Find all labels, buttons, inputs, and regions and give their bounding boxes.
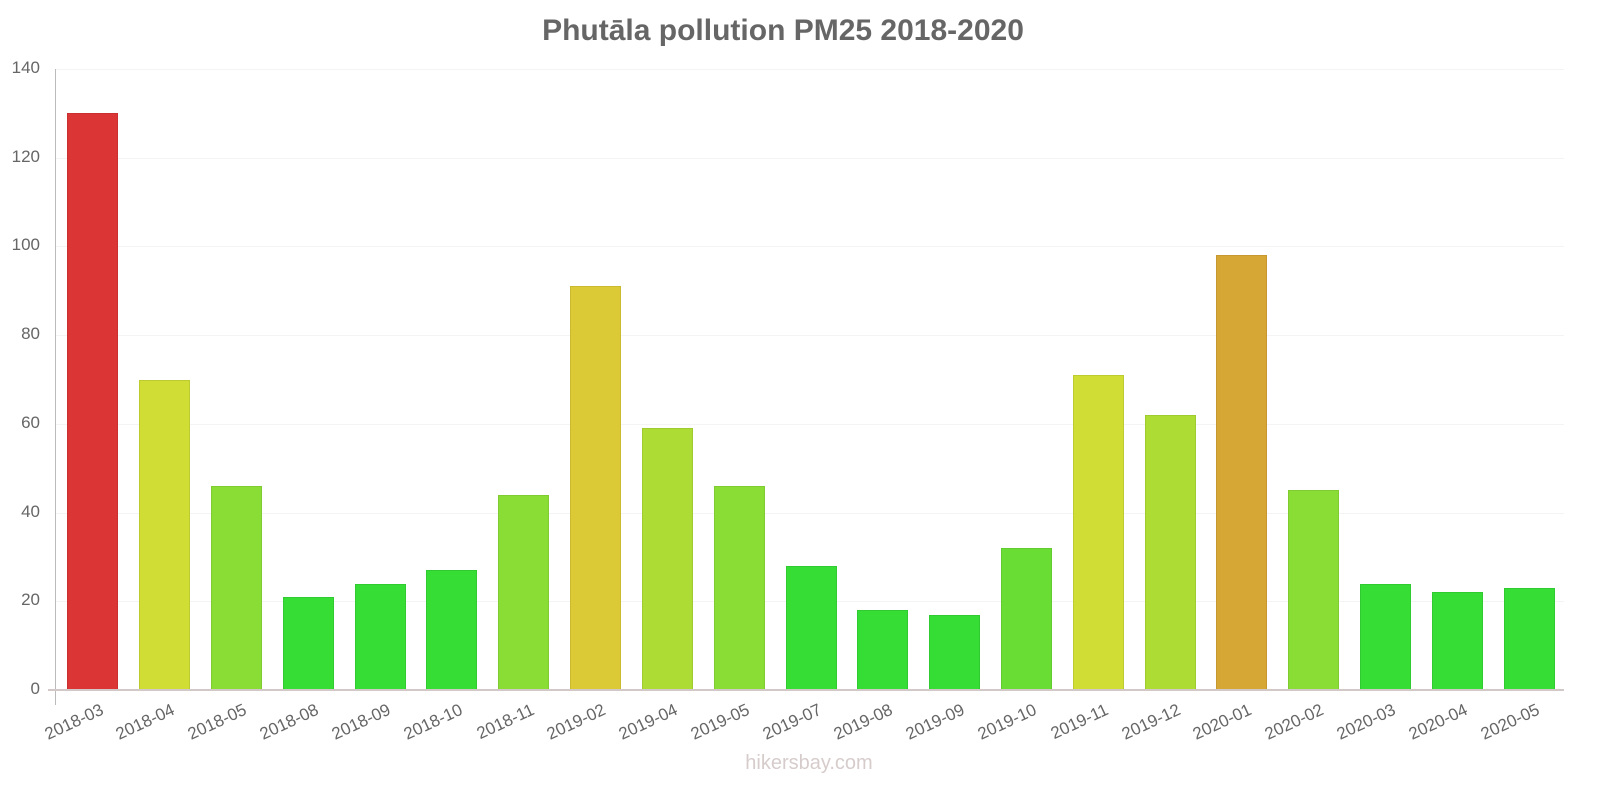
- y-tick-label: 80: [21, 324, 40, 344]
- x-tick-label: 2018-05: [184, 700, 250, 744]
- x-tick-label: 2018-04: [113, 700, 178, 744]
- x-tick-label: 2019-12: [1118, 700, 1184, 744]
- gridline: [56, 69, 1564, 70]
- bar-2019-02[interactable]: [570, 286, 622, 690]
- chart-title: Phutāla pollution PM25 2018-2020: [542, 14, 1024, 47]
- bar-2019-09[interactable]: [929, 614, 981, 690]
- watermark: hikersbay.com: [745, 752, 873, 774]
- x-tick-label: 2019-04: [615, 700, 681, 744]
- bar-2019-07[interactable]: [785, 565, 837, 690]
- x-tick-label: 2019-10: [974, 700, 1040, 744]
- x-tick-label: 2019-11: [1047, 700, 1112, 744]
- x-tick-label: 2019-07: [759, 700, 825, 744]
- bar-2020-03[interactable]: [1359, 583, 1411, 690]
- bar-2018-05[interactable]: [211, 485, 263, 690]
- bar-2018-09[interactable]: [354, 583, 406, 690]
- gridline: [56, 512, 1564, 514]
- bar-2018-10[interactable]: [426, 570, 478, 690]
- gridline: [56, 335, 1564, 337]
- y-tick-label: 0: [30, 679, 40, 698]
- y-axis-line: [55, 69, 56, 705]
- x-tick-label: 2018-09: [328, 700, 394, 744]
- bar-2018-04[interactable]: [139, 379, 191, 690]
- x-tick-label: 2020-05: [1477, 700, 1543, 744]
- x-tick-label: 2019-02: [544, 700, 609, 744]
- y-tick-label: 20: [21, 590, 40, 610]
- bar-2020-04[interactable]: [1431, 592, 1483, 690]
- y-tick-label: 60: [21, 412, 40, 432]
- bar-2019-05[interactable]: [713, 485, 765, 690]
- bar-2019-10[interactable]: [1000, 548, 1052, 690]
- x-tick-label: 2020-01: [1190, 700, 1255, 744]
- bar-2019-04[interactable]: [641, 428, 693, 690]
- y-tick-label: 140: [11, 58, 40, 77]
- x-tick-label: 2020-02: [1262, 700, 1327, 744]
- bar-2018-03[interactable]: [67, 113, 119, 690]
- x-axis-line: [48, 689, 1564, 691]
- bar-2018-08[interactable]: [282, 596, 334, 690]
- x-tick-label: 2019-09: [903, 700, 968, 744]
- bar-2018-11[interactable]: [498, 494, 550, 690]
- x-tick-label: 2018-10: [400, 700, 465, 744]
- y-tick-label: 120: [11, 146, 40, 166]
- bar-2020-02[interactable]: [1288, 490, 1340, 690]
- bar-2019-12[interactable]: [1144, 414, 1196, 690]
- x-tick-label: 2019-05: [687, 700, 753, 744]
- gridline: [56, 246, 1564, 248]
- bar-2020-05[interactable]: [1503, 587, 1555, 690]
- y-tick-label: 40: [21, 501, 40, 521]
- x-tick-label: 2020-03: [1333, 700, 1399, 744]
- x-tick-label: 2019-08: [831, 700, 896, 744]
- plot-area: [56, 69, 1564, 691]
- x-tick-label: 2018-03: [41, 700, 106, 744]
- bar-2020-01[interactable]: [1216, 255, 1268, 690]
- bar-2019-08[interactable]: [857, 610, 909, 690]
- gridline: [56, 423, 1564, 425]
- x-tick-label: 2018-11: [473, 700, 537, 744]
- y-tick-label: 100: [11, 235, 40, 255]
- x-tick-label: 2018-08: [256, 700, 322, 744]
- bar-2019-11[interactable]: [1072, 375, 1124, 690]
- gridline: [56, 157, 1564, 159]
- x-tick-label: 2020-04: [1405, 700, 1471, 744]
